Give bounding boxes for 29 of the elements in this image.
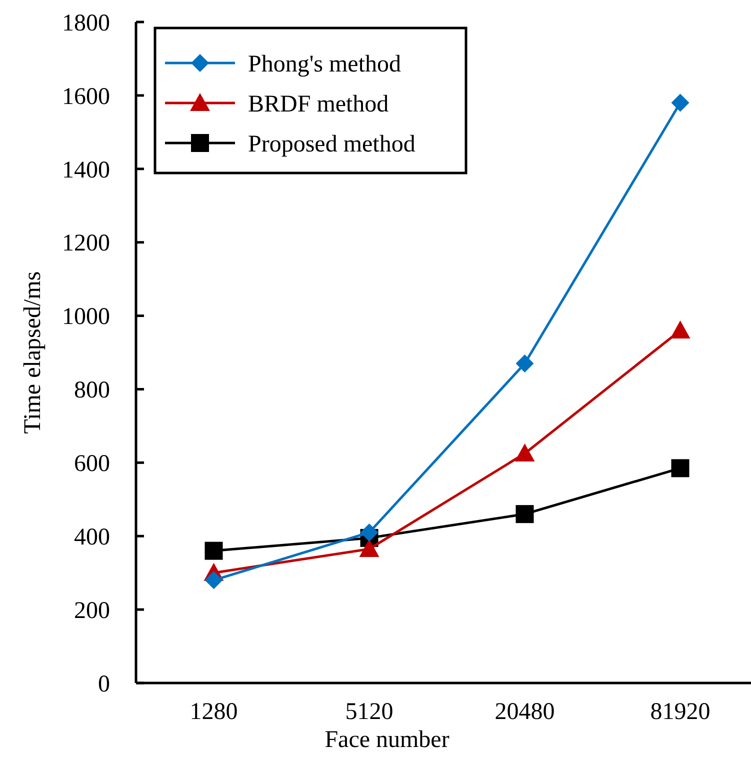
- y-tick-label: 1800: [62, 10, 110, 36]
- point: [204, 571, 223, 590]
- y-tick-label: 1000: [62, 304, 110, 330]
- point: [514, 443, 535, 462]
- y-tick-label: 600: [74, 451, 110, 478]
- x-tick-label: 1280: [190, 699, 238, 725]
- point: [516, 354, 534, 373]
- point: [670, 320, 690, 338]
- point: [516, 505, 534, 524]
- y-tick-label: 1200: [62, 230, 110, 257]
- y-tick-label: 0: [98, 671, 110, 698]
- y-tick-label: 800: [74, 378, 110, 404]
- x-tick-label: 5120: [345, 699, 394, 725]
- y-tick-label: 400: [74, 524, 110, 551]
- point: [671, 459, 690, 478]
- x-tick-label: 81920: [650, 699, 710, 725]
- legend-label: BRDF method: [248, 91, 389, 118]
- point: [204, 542, 223, 560]
- y-tick-label: 200: [74, 598, 110, 624]
- point: [359, 538, 380, 557]
- legend-label: Proposed method: [248, 131, 416, 158]
- x-tick-label: 20480: [494, 699, 555, 725]
- y-axis-title: Time elapsed/ms: [20, 271, 46, 434]
- x-axis-title: Face number: [324, 727, 450, 753]
- y-tick-label: 1400: [62, 157, 110, 184]
- y-tick-label: 1600: [62, 84, 110, 110]
- legend-label: Phong's method: [248, 51, 401, 78]
- point: [671, 94, 690, 112]
- point: [360, 523, 378, 542]
